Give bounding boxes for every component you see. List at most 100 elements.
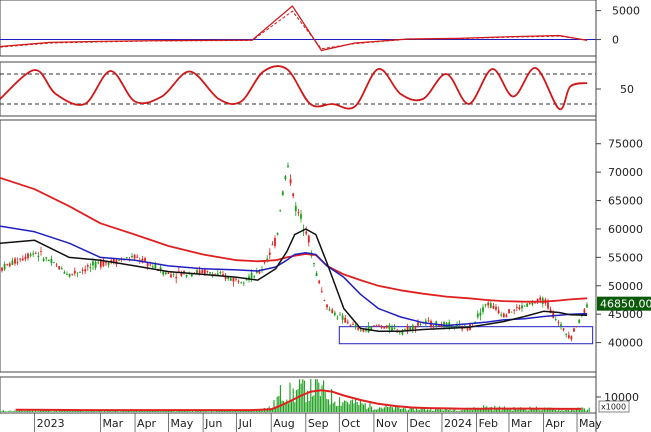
- candle-body: [339, 314, 341, 316]
- candle-body: [560, 324, 562, 327]
- price-layer: [0, 162, 594, 345]
- candle-body: [219, 271, 222, 274]
- candle-body: [53, 262, 55, 264]
- candle-body: [489, 303, 492, 308]
- x-tick-label: Dec: [409, 417, 430, 430]
- candle-body: [352, 324, 354, 325]
- price-tick-label: 65000: [608, 195, 643, 208]
- candle-body: [196, 270, 198, 274]
- x-tick-label: Nov: [376, 417, 398, 430]
- candle-body: [11, 260, 14, 265]
- candle-body: [318, 280, 321, 283]
- x-tick-label: Jul: [238, 417, 252, 430]
- candle-body: [144, 258, 146, 262]
- candle-body: [281, 191, 284, 196]
- x-tick-label: 2023: [37, 417, 65, 430]
- candle-body: [331, 309, 334, 314]
- candle-body: [523, 305, 526, 307]
- candle-body: [505, 314, 508, 317]
- candle-body: [476, 313, 479, 318]
- candle-body: [417, 322, 419, 326]
- candle-body: [255, 271, 258, 273]
- price-tick-label: 70000: [608, 166, 643, 179]
- stochastic-line: [0, 65, 588, 110]
- candle-body: [518, 307, 521, 310]
- candle-body: [289, 179, 292, 184]
- candle-body: [71, 273, 74, 275]
- support-box: [338, 326, 594, 345]
- candle-body: [562, 328, 565, 330]
- candle-body: [313, 263, 315, 265]
- candle-body: [333, 312, 336, 316]
- x-tick-label: 2024: [444, 417, 472, 430]
- x-tick-label: Sep: [308, 417, 329, 430]
- candle-body: [253, 276, 256, 278]
- candle-body: [131, 255, 133, 258]
- candle-body: [276, 233, 279, 235]
- candle-body: [393, 327, 396, 329]
- candle-body: [515, 307, 518, 308]
- price-tick-label: 50000: [608, 280, 643, 293]
- candle-body: [565, 333, 568, 335]
- candle-body: [63, 272, 66, 274]
- candle-body: [287, 165, 289, 167]
- candle-body: [79, 272, 81, 273]
- candle-body: [222, 274, 224, 276]
- volume-layer: [1, 379, 590, 412]
- candle-body: [328, 309, 331, 311]
- candle-body: [245, 279, 248, 281]
- candle-body: [37, 255, 40, 258]
- candle-body: [294, 205, 297, 212]
- candle-body: [175, 276, 178, 279]
- candle-body: [554, 319, 557, 320]
- volume-unit-label: x1000: [601, 403, 626, 412]
- candle-body: [354, 325, 357, 328]
- candle-body: [263, 262, 266, 264]
- candle-body: [526, 303, 529, 307]
- macd-layer: [0, 5, 596, 52]
- candle-body: [487, 302, 490, 306]
- candle-body: [266, 258, 269, 260]
- candle-body: [180, 272, 183, 276]
- candle-body: [463, 325, 466, 328]
- candle-body: [76, 272, 79, 274]
- candle-body: [118, 260, 120, 261]
- candle-body: [315, 272, 318, 277]
- candle-body: [159, 267, 162, 271]
- candle-body: [305, 231, 308, 234]
- candle-body: [203, 269, 206, 275]
- volume-unit-box: [598, 400, 630, 413]
- candle-body: [479, 312, 482, 316]
- candle-body: [406, 326, 409, 332]
- candle-body: [97, 262, 100, 264]
- candle-body: [133, 254, 136, 259]
- candle-body: [68, 273, 71, 277]
- candle-body: [307, 235, 310, 243]
- candle-body: [198, 270, 201, 274]
- candle-body: [227, 276, 230, 279]
- candle-body: [437, 325, 440, 327]
- candle-body: [466, 328, 469, 330]
- candle-body: [510, 311, 513, 313]
- candle-body: [567, 335, 570, 338]
- candle-body: [154, 264, 157, 269]
- candle-body: [151, 266, 154, 268]
- candle-body: [224, 275, 227, 280]
- candle-body: [482, 307, 484, 312]
- candle-body: [378, 324, 380, 326]
- candle-body: [383, 326, 386, 329]
- candle-body: [528, 303, 531, 304]
- macd-signal-line: [0, 10, 588, 50]
- candle-body: [411, 325, 414, 330]
- candle-body: [89, 267, 92, 268]
- candle-body: [575, 326, 578, 328]
- candle-body: [385, 325, 388, 328]
- candle-body: [235, 278, 237, 280]
- candle-body: [346, 321, 349, 323]
- candle-body: [279, 210, 282, 212]
- stochastic-layer: [0, 65, 596, 110]
- candle-body: [146, 263, 149, 267]
- price-tick-label: 40000: [608, 337, 643, 350]
- candle-body: [586, 304, 588, 308]
- candle-body: [341, 315, 344, 320]
